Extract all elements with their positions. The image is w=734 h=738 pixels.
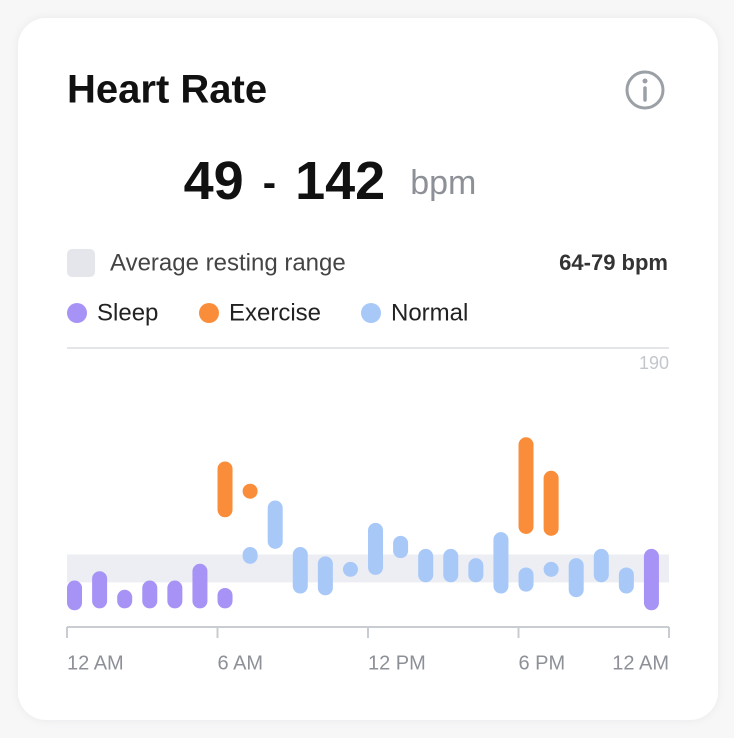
title: Heart Rate xyxy=(67,68,267,112)
x-tick-label: 6 PM xyxy=(519,652,566,674)
range-value: 49 - 142 bpm xyxy=(184,151,477,211)
range-bar xyxy=(217,587,233,609)
range-max: 142 xyxy=(295,151,385,211)
range-bar xyxy=(368,522,384,575)
x-tick-label: 12 AM xyxy=(612,652,669,674)
card xyxy=(18,18,718,720)
range-bar xyxy=(418,548,434,583)
range-bar xyxy=(443,548,459,583)
range-bar xyxy=(518,437,534,534)
resting-range-label: 64-79 bpm xyxy=(559,250,668,275)
legend-dot xyxy=(361,303,381,323)
range-bar xyxy=(67,580,83,611)
range-bar xyxy=(568,558,584,598)
range-bar xyxy=(493,532,509,594)
y-tick-label: 190 xyxy=(639,353,669,373)
x-tick-label: 12 PM xyxy=(368,652,426,674)
range-bar xyxy=(192,563,208,609)
range-bar xyxy=(393,535,409,559)
range-bar xyxy=(317,556,333,596)
range-bar xyxy=(518,567,534,592)
range-dot xyxy=(242,483,258,499)
range-bar xyxy=(242,547,258,564)
resting-swatch xyxy=(67,249,95,277)
range-min: 49 xyxy=(184,151,244,211)
range-bar xyxy=(167,580,183,609)
resting-band xyxy=(67,554,669,583)
legend-dot xyxy=(199,303,219,323)
range-bar xyxy=(267,500,283,549)
legend-label: Sleep xyxy=(97,299,158,326)
range-separator: - xyxy=(263,161,276,205)
range-bar xyxy=(217,461,233,518)
x-tick-label: 12 AM xyxy=(67,652,124,674)
range-bar xyxy=(292,547,308,594)
range-bar xyxy=(117,589,133,609)
range-bar xyxy=(92,571,108,609)
range-bar xyxy=(342,561,358,577)
legend-dot xyxy=(67,303,87,323)
range-bar xyxy=(468,558,484,583)
info-icon[interactable] xyxy=(625,70,665,110)
legend-label: Exercise xyxy=(229,299,321,326)
range-bar xyxy=(643,548,659,611)
x-tick-label: 6 AM xyxy=(218,652,264,674)
range-dot xyxy=(543,561,559,577)
legend-label: Normal xyxy=(391,299,468,326)
range-bar xyxy=(543,470,559,536)
range-bar xyxy=(142,580,158,609)
range-bar xyxy=(593,548,609,583)
resting-label: Average resting range xyxy=(110,249,346,276)
range-unit: bpm xyxy=(410,164,476,202)
range-bar xyxy=(618,567,634,594)
